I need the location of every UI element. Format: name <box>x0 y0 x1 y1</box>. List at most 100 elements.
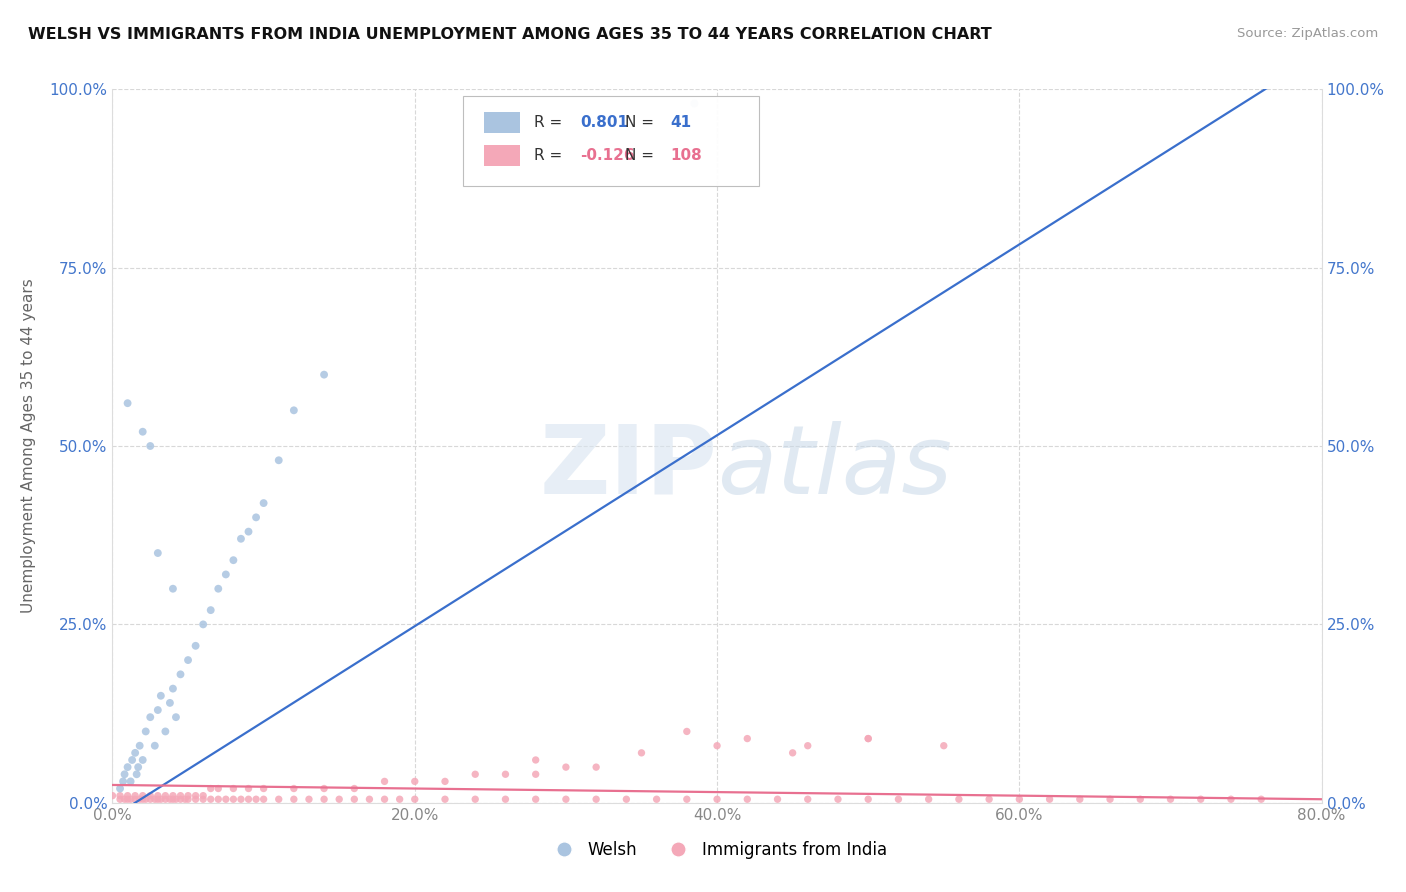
Point <box>737 731 759 746</box>
Point <box>165 710 187 724</box>
Point <box>162 681 184 696</box>
Point <box>146 789 169 803</box>
Point <box>215 792 238 806</box>
Point <box>222 781 245 796</box>
Point <box>585 792 607 806</box>
Point <box>245 510 267 524</box>
Text: 0.801: 0.801 <box>581 115 628 130</box>
Point <box>737 792 759 806</box>
Point <box>706 792 728 806</box>
Point <box>117 792 139 806</box>
Point <box>108 792 131 806</box>
FancyBboxPatch shape <box>484 145 520 166</box>
Point <box>1008 792 1031 806</box>
Point <box>108 781 131 796</box>
FancyBboxPatch shape <box>463 96 759 186</box>
Point <box>149 792 172 806</box>
Point <box>124 789 146 803</box>
Point <box>125 767 148 781</box>
Point <box>229 792 252 806</box>
Point <box>155 789 177 803</box>
Point <box>314 792 336 806</box>
Point <box>124 792 146 806</box>
Point <box>253 792 276 806</box>
Text: N =: N = <box>626 115 659 130</box>
Point <box>101 789 124 803</box>
Point <box>120 792 142 806</box>
Point <box>200 781 222 796</box>
Point <box>132 789 155 803</box>
Point <box>616 792 638 806</box>
Point <box>184 789 207 803</box>
Point <box>207 792 229 806</box>
Point <box>683 96 706 111</box>
Point <box>222 792 245 806</box>
Point <box>298 792 321 806</box>
Text: WELSH VS IMMIGRANTS FROM INDIA UNEMPLOYMENT AMONG AGES 35 TO 44 YEARS CORRELATIO: WELSH VS IMMIGRANTS FROM INDIA UNEMPLOYM… <box>28 27 991 42</box>
Point <box>112 774 135 789</box>
Point <box>464 792 486 806</box>
Point <box>238 792 260 806</box>
Point <box>177 653 200 667</box>
Point <box>374 774 396 789</box>
Point <box>388 792 411 806</box>
Point <box>283 792 305 806</box>
Point <box>524 767 547 781</box>
Point <box>856 731 880 746</box>
Point <box>524 792 547 806</box>
Point <box>238 781 260 796</box>
Point <box>143 792 166 806</box>
Point <box>108 789 131 803</box>
Legend: Welsh, Immigrants from India: Welsh, Immigrants from India <box>540 835 894 866</box>
Point <box>675 724 697 739</box>
Point <box>464 767 486 781</box>
Point <box>191 792 214 806</box>
Point <box>207 582 229 596</box>
Point <box>554 792 576 806</box>
Point <box>314 368 336 382</box>
Point <box>229 532 252 546</box>
Point <box>1220 792 1243 806</box>
Point <box>585 760 607 774</box>
Point <box>977 792 1000 806</box>
Point <box>149 689 172 703</box>
Point <box>359 792 381 806</box>
Point <box>766 792 789 806</box>
Point <box>343 781 366 796</box>
Point <box>1250 792 1272 806</box>
Point <box>207 781 229 796</box>
Point <box>267 792 290 806</box>
Point <box>191 789 214 803</box>
Point <box>645 792 668 806</box>
Point <box>132 425 155 439</box>
Point <box>200 792 222 806</box>
Point <box>314 781 336 796</box>
Point <box>155 792 177 806</box>
Point <box>174 792 197 806</box>
Point <box>267 453 290 467</box>
Point <box>114 792 136 806</box>
Point <box>139 439 162 453</box>
Point <box>143 739 166 753</box>
Point <box>146 703 169 717</box>
Point <box>856 731 880 746</box>
Point <box>253 496 276 510</box>
Text: R =: R = <box>534 148 568 163</box>
Point <box>169 789 191 803</box>
Point <box>159 696 181 710</box>
Point <box>139 792 162 806</box>
Point <box>146 792 169 806</box>
Point <box>433 792 456 806</box>
Text: atlas: atlas <box>717 421 952 514</box>
Point <box>343 792 366 806</box>
Point <box>1159 792 1181 806</box>
Point <box>932 739 955 753</box>
Y-axis label: Unemployment Among Ages 35 to 44 years: Unemployment Among Ages 35 to 44 years <box>21 278 35 614</box>
Point <box>238 524 260 539</box>
Point <box>283 781 305 796</box>
Point <box>159 792 181 806</box>
Point <box>374 792 396 806</box>
Point <box>128 739 150 753</box>
Point <box>165 792 187 806</box>
Text: R =: R = <box>534 115 568 130</box>
